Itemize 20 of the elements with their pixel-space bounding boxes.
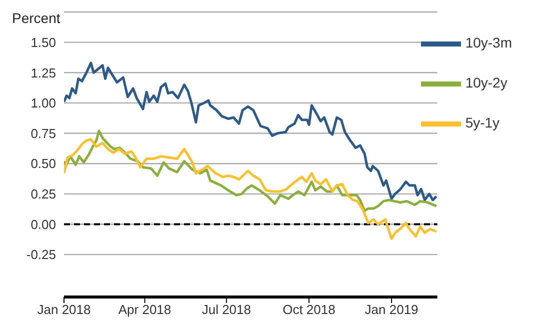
y-tick-label: 1.25: [30, 65, 56, 80]
legend-label: 10y-2y: [465, 74, 508, 91]
x-tick-label: Apr 2018: [118, 302, 172, 318]
y-tick-label: 1.50: [30, 34, 56, 50]
y-tick-label: 0.00: [30, 216, 56, 232]
line-series: [64, 130, 438, 212]
y-tick-label: -0.25: [26, 247, 56, 262]
legend-label: 10y-3m: [465, 34, 512, 51]
y-tick-label: 1.00: [30, 96, 56, 111]
y-tick-label: 0.75: [30, 126, 56, 141]
line-series: [64, 138, 438, 240]
x-tick-label: Jul 2018: [202, 302, 252, 318]
x-tick-label: Jan 2018: [37, 302, 91, 318]
x-tick-label: Oct 2018: [282, 302, 336, 318]
x-tick-label: Jan 2019: [364, 302, 418, 318]
y-tick-label: 0.25: [30, 186, 56, 202]
y-axis-title: Percent: [12, 10, 60, 26]
legend-label: 5y-1y: [465, 114, 500, 131]
y-tick-label: 0.50: [30, 156, 56, 172]
line-series: [64, 62, 438, 202]
